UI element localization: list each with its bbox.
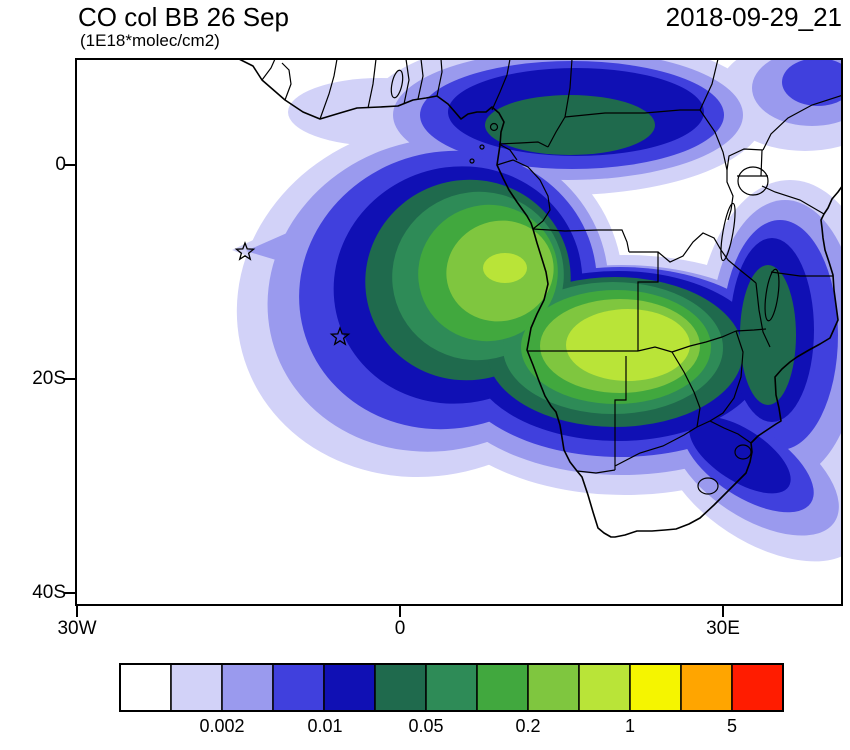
contour-wedge: [246, 222, 316, 272]
map-plot-area: [232, 59, 842, 562]
colorbar-label-1: 1: [624, 716, 635, 736]
colorbar-cell-5: [374, 663, 427, 712]
colorbar-label-001: 0.01: [307, 716, 343, 736]
borders-southern-africa: [527, 228, 771, 474]
colorbar-cell-4: [323, 663, 376, 712]
lake-volta: [390, 69, 404, 99]
borders-east-africa: [726, 94, 842, 277]
y-tick-label-40s: 40S: [32, 582, 66, 603]
border-swaziland: [734, 444, 752, 460]
island-bioko: [489, 122, 499, 132]
colorbar-cell-9: [578, 663, 631, 712]
colorbar-cell-10: [629, 663, 682, 712]
colorbar-cell-12: [731, 663, 784, 712]
colorbar-cell-3: [272, 663, 325, 712]
contour-blob: [485, 95, 655, 155]
plot-datetime: 2018-09-29_21: [665, 2, 842, 32]
axis-ticks: [64, 164, 724, 617]
plot-title: CO col BB 26 Sep: [78, 2, 289, 32]
x-tick-label-30e: 30E: [706, 618, 740, 639]
x-tick-label-0: 0: [394, 618, 406, 639]
star-marker-2: [329, 326, 351, 346]
colorbar-cell-2: [221, 663, 274, 712]
island-saotome: [469, 158, 475, 164]
contour-blob: [566, 309, 690, 381]
y-tick-label-20s: 20S: [32, 368, 66, 389]
colorbar: [119, 663, 784, 712]
colorbar-cell-0: [119, 663, 172, 712]
plot-units: (1E18*molec/cm2): [80, 31, 220, 50]
lake-tanganyika: [720, 202, 736, 262]
colorbar-cell-7: [476, 663, 529, 712]
contour-blob: [689, 416, 791, 494]
lake-victoria: [737, 166, 769, 196]
colorbar-cell-6: [425, 663, 478, 712]
island-principe: [479, 144, 485, 150]
star-marker-1: [234, 241, 256, 261]
colorbar-cell-8: [527, 663, 580, 712]
colorbar-cell-1: [170, 663, 223, 712]
contour-blob: [782, 59, 842, 106]
lake-malawi: [764, 268, 780, 322]
plot-frame: [75, 58, 843, 606]
borders-west-africa: [261, 59, 443, 120]
colorbar-label-0002: 0.002: [199, 716, 245, 736]
x-tick-label-30w: 30W: [57, 618, 97, 639]
borders-central-africa: [491, 59, 734, 230]
y-tick-label-0: 0: [55, 154, 66, 175]
border-lesotho: [697, 477, 719, 495]
colorbar-label-005: 0.05: [408, 716, 444, 736]
colorbar-frame: [119, 663, 784, 712]
contour-fill-level9-yellowgreen: [483, 253, 690, 381]
colorbar-label-02: 0.2: [515, 716, 541, 736]
colorbar-label-5: 5: [726, 716, 737, 736]
contour-blob: [483, 253, 527, 283]
colorbar-cell-11: [680, 663, 733, 712]
